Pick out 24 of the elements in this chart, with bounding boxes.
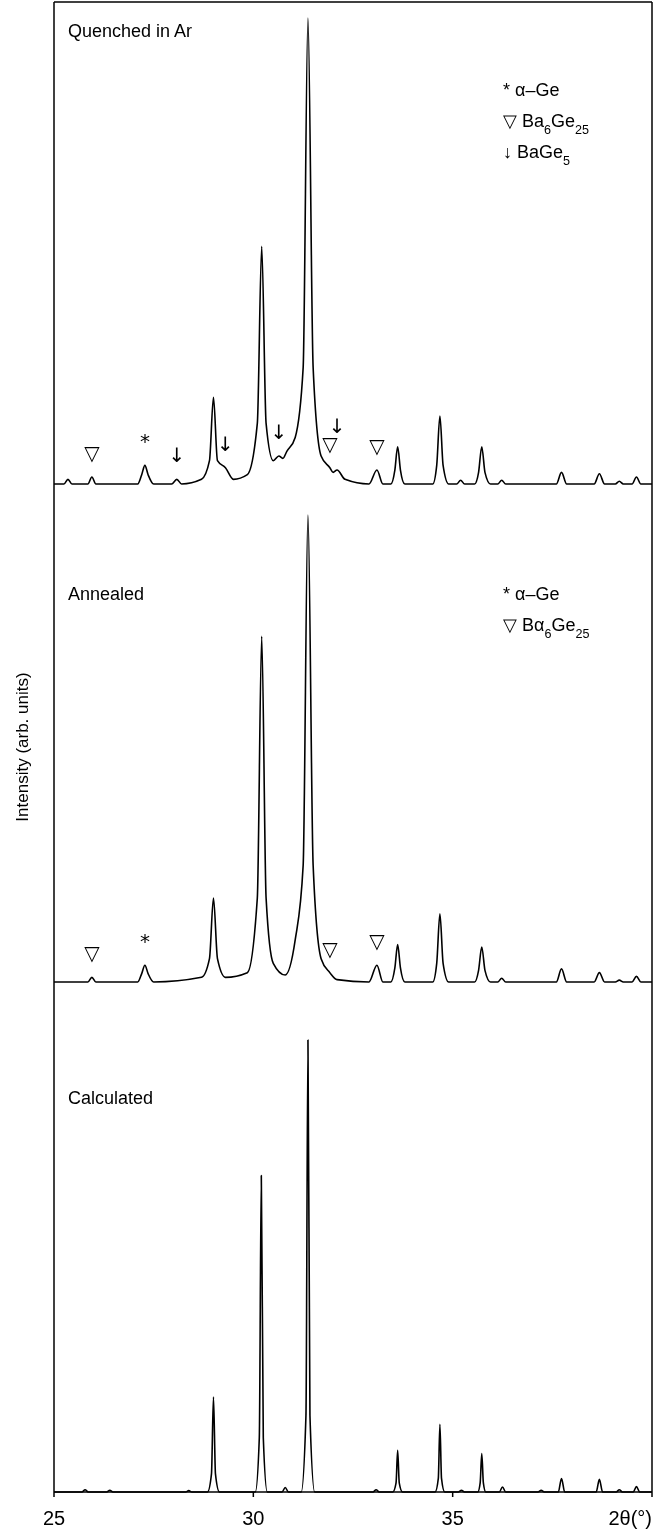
text: Annealed <box>68 584 145 604</box>
annotation: ↓ <box>168 443 186 468</box>
annotation: ▽ <box>84 441 101 466</box>
annotation: ▽ Bα$_{6}$Ge$_{25}$ <box>503 615 590 641</box>
x-tick-label: 25 <box>42 1507 66 1529</box>
annotation: ↓ <box>328 414 346 439</box>
annotation: ▽ <box>322 936 339 961</box>
annotation: ▽ <box>369 929 386 954</box>
annotation: * <box>139 929 150 954</box>
annotation: ↓ <box>270 420 288 445</box>
x-axis-title: 2θ(°) <box>608 1507 652 1529</box>
x-tick-label: 30 <box>242 1507 265 1529</box>
chart-title: Quenched in Ar <box>68 21 193 41</box>
text: Calculated <box>68 1088 154 1108</box>
y-axis-title: Intensity (arb. units) <box>13 672 32 822</box>
annotation: ▽ <box>369 434 386 459</box>
x-tick-label: 35 <box>441 1507 464 1529</box>
annotation: ↓ <box>217 431 234 456</box>
annotation: * α–Ge <box>503 584 560 604</box>
annotation: * α–Ge <box>503 80 560 100</box>
annotation: ▽ <box>84 941 101 966</box>
annotation: * <box>139 429 150 454</box>
annotation: ↓ BaGe$_{5}$ <box>503 142 571 168</box>
annotation: ▽ Ba$_{6}$Ge$_{25}$ <box>503 111 590 137</box>
